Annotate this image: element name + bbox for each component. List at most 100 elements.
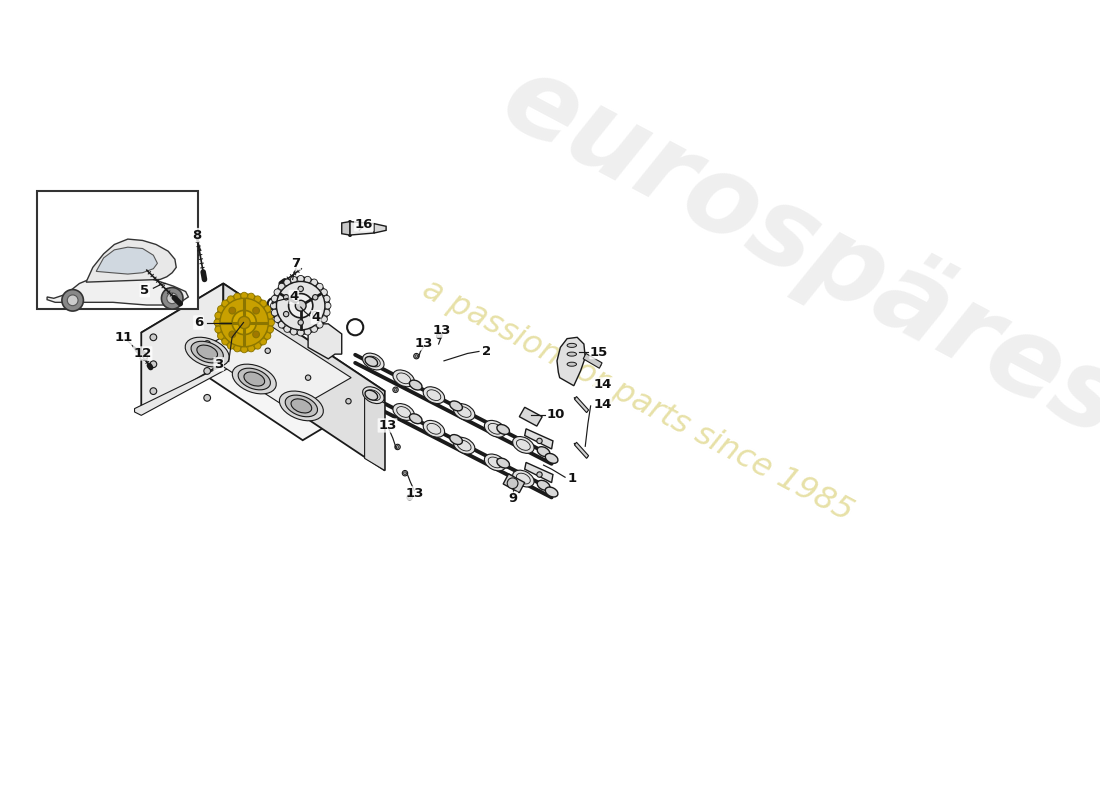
Circle shape (298, 286, 304, 291)
Text: 14: 14 (593, 378, 612, 391)
Circle shape (507, 478, 518, 489)
Circle shape (320, 289, 328, 295)
Circle shape (323, 310, 330, 316)
Ellipse shape (279, 391, 323, 421)
Polygon shape (374, 224, 386, 233)
Circle shape (278, 322, 285, 328)
Text: 14: 14 (593, 398, 612, 411)
Polygon shape (96, 247, 157, 274)
FancyBboxPatch shape (37, 191, 198, 309)
Text: 11: 11 (114, 331, 133, 345)
Circle shape (273, 278, 329, 334)
Circle shape (222, 338, 229, 345)
Polygon shape (47, 274, 188, 305)
Circle shape (222, 300, 229, 307)
Circle shape (284, 311, 289, 317)
Ellipse shape (393, 403, 415, 420)
Circle shape (267, 312, 274, 319)
Circle shape (248, 345, 254, 352)
Circle shape (272, 295, 278, 302)
Ellipse shape (409, 414, 422, 424)
Circle shape (276, 282, 324, 330)
Circle shape (253, 331, 260, 338)
Ellipse shape (185, 338, 229, 367)
Ellipse shape (363, 353, 384, 370)
Circle shape (311, 279, 318, 286)
Circle shape (67, 295, 78, 306)
Text: 10: 10 (547, 408, 565, 421)
Circle shape (407, 494, 412, 500)
Polygon shape (350, 222, 374, 235)
Ellipse shape (363, 386, 384, 403)
Ellipse shape (365, 357, 377, 366)
Ellipse shape (497, 458, 509, 468)
Ellipse shape (513, 470, 535, 487)
Text: 6: 6 (194, 316, 204, 329)
Ellipse shape (191, 342, 223, 363)
Polygon shape (134, 363, 232, 415)
Circle shape (393, 387, 398, 393)
Circle shape (404, 472, 406, 474)
Circle shape (204, 394, 210, 402)
Circle shape (274, 316, 280, 322)
Ellipse shape (450, 401, 462, 411)
Circle shape (312, 294, 318, 300)
Circle shape (260, 300, 266, 307)
Text: 13: 13 (378, 419, 397, 432)
Polygon shape (583, 354, 602, 368)
Polygon shape (141, 283, 223, 412)
Circle shape (305, 276, 311, 283)
Ellipse shape (197, 345, 218, 359)
Ellipse shape (568, 352, 576, 356)
Circle shape (403, 470, 408, 476)
Circle shape (320, 316, 328, 322)
Circle shape (408, 496, 411, 498)
Circle shape (298, 320, 304, 325)
Polygon shape (525, 429, 553, 449)
Circle shape (267, 319, 275, 326)
Ellipse shape (450, 434, 462, 445)
Circle shape (228, 296, 234, 302)
Ellipse shape (424, 386, 444, 403)
Polygon shape (141, 283, 385, 440)
Text: 5: 5 (140, 284, 150, 297)
Ellipse shape (568, 343, 576, 347)
Circle shape (274, 289, 280, 295)
Ellipse shape (497, 425, 509, 434)
Ellipse shape (292, 399, 311, 413)
Circle shape (241, 292, 248, 299)
Ellipse shape (513, 437, 535, 454)
Circle shape (265, 348, 271, 354)
Circle shape (317, 322, 323, 328)
Ellipse shape (537, 446, 550, 457)
Polygon shape (574, 397, 589, 413)
Text: 8: 8 (191, 229, 201, 242)
Ellipse shape (285, 395, 318, 417)
Circle shape (150, 388, 156, 394)
Ellipse shape (453, 403, 475, 420)
Ellipse shape (484, 421, 506, 437)
Circle shape (284, 326, 290, 332)
Circle shape (220, 298, 268, 346)
Circle shape (254, 342, 261, 349)
Circle shape (415, 354, 418, 358)
Circle shape (234, 293, 241, 300)
Polygon shape (342, 222, 350, 235)
Ellipse shape (453, 438, 475, 454)
Circle shape (238, 317, 250, 329)
Text: 15: 15 (590, 346, 608, 358)
Circle shape (394, 389, 397, 391)
Ellipse shape (409, 380, 422, 390)
Circle shape (253, 307, 260, 314)
Polygon shape (223, 283, 385, 470)
Text: 7: 7 (292, 257, 300, 270)
Circle shape (323, 295, 330, 302)
Circle shape (437, 334, 442, 338)
Circle shape (295, 300, 306, 311)
Circle shape (284, 279, 290, 286)
Polygon shape (140, 354, 148, 361)
Circle shape (324, 302, 331, 309)
Circle shape (297, 330, 304, 336)
Ellipse shape (546, 487, 558, 497)
Circle shape (288, 294, 312, 318)
